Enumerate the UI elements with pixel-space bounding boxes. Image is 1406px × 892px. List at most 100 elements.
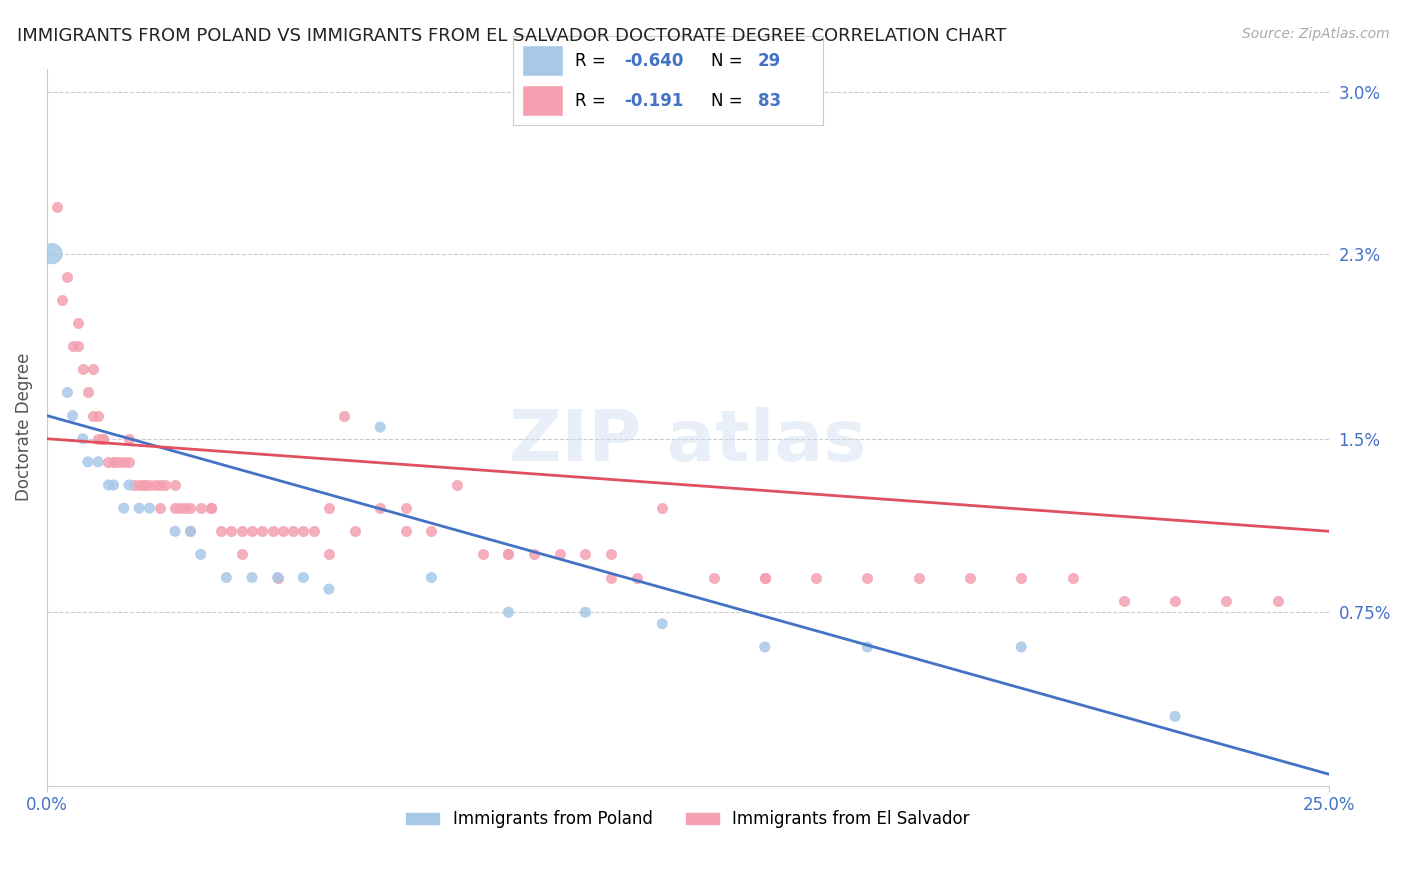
Text: R =: R = <box>575 52 612 70</box>
Point <box>179 501 201 516</box>
Point <box>368 420 391 434</box>
Point <box>103 455 125 469</box>
Point <box>128 478 150 492</box>
Point <box>46 200 69 214</box>
Point <box>200 501 222 516</box>
Point <box>959 570 981 584</box>
Point <box>395 501 418 516</box>
Point <box>1062 570 1084 584</box>
Point <box>138 478 160 492</box>
Point <box>266 570 288 584</box>
Point <box>498 605 520 619</box>
Point <box>446 478 468 492</box>
Point <box>118 478 141 492</box>
Point <box>651 616 673 631</box>
Text: R =: R = <box>575 92 616 110</box>
Point <box>498 548 520 562</box>
Text: Source: ZipAtlas.com: Source: ZipAtlas.com <box>1241 27 1389 41</box>
Point <box>82 362 104 376</box>
Point <box>134 478 156 492</box>
Point <box>702 570 724 584</box>
FancyBboxPatch shape <box>523 85 562 116</box>
Point <box>471 548 494 562</box>
Point <box>143 478 166 492</box>
Point <box>804 570 827 584</box>
Point <box>343 524 366 539</box>
Point <box>165 478 187 492</box>
Point <box>231 548 253 562</box>
Legend: Immigrants from Poland, Immigrants from El Salvador: Immigrants from Poland, Immigrants from … <box>399 804 977 835</box>
Point <box>118 455 141 469</box>
Text: N =: N = <box>711 92 748 110</box>
Point <box>368 501 391 516</box>
Text: ZIP atlas: ZIP atlas <box>509 407 866 476</box>
Point <box>66 316 89 330</box>
Point <box>91 432 114 446</box>
Point <box>754 640 776 654</box>
Point <box>574 605 596 619</box>
Point <box>271 524 294 539</box>
Point <box>281 524 304 539</box>
Point <box>112 501 135 516</box>
Text: N =: N = <box>711 52 748 70</box>
Point <box>51 293 73 307</box>
Point <box>72 432 94 446</box>
Point <box>1215 593 1237 607</box>
Point <box>77 385 100 400</box>
Point <box>318 501 340 516</box>
Point <box>190 548 212 562</box>
Point <box>1267 593 1289 607</box>
Point <box>122 478 145 492</box>
Point <box>56 385 79 400</box>
Point <box>190 501 212 516</box>
Point <box>41 246 63 260</box>
Point <box>165 524 187 539</box>
Text: 83: 83 <box>758 92 780 110</box>
Point <box>318 582 340 596</box>
Text: -0.640: -0.640 <box>624 52 683 70</box>
Point <box>56 269 79 284</box>
Point <box>1112 593 1135 607</box>
Point <box>87 432 110 446</box>
Y-axis label: Doctorate Degree: Doctorate Degree <box>15 353 32 501</box>
Point <box>1164 593 1187 607</box>
Point <box>66 339 89 353</box>
Point <box>574 548 596 562</box>
Point <box>82 409 104 423</box>
Point <box>179 524 201 539</box>
Point <box>651 501 673 516</box>
Point <box>169 501 191 516</box>
Point <box>174 501 197 516</box>
Point <box>252 524 274 539</box>
Point <box>262 524 284 539</box>
Point <box>97 455 120 469</box>
Point <box>302 524 325 539</box>
Point <box>72 362 94 376</box>
Point <box>523 548 546 562</box>
Point <box>87 409 110 423</box>
Text: -0.191: -0.191 <box>624 92 683 110</box>
Point <box>87 455 110 469</box>
Point <box>221 524 243 539</box>
Point <box>240 570 263 584</box>
Point <box>600 548 623 562</box>
Point <box>548 548 571 562</box>
Point <box>420 570 443 584</box>
Point <box>600 570 623 584</box>
Point <box>149 501 172 516</box>
Point <box>91 432 114 446</box>
Text: 29: 29 <box>758 52 780 70</box>
Point <box>856 570 879 584</box>
Point <box>62 339 84 353</box>
Point <box>138 501 160 516</box>
Point <box>318 548 340 562</box>
Point <box>118 432 141 446</box>
FancyBboxPatch shape <box>523 45 562 76</box>
Point <box>395 524 418 539</box>
Point <box>209 524 232 539</box>
Point <box>754 570 776 584</box>
Point <box>1164 709 1187 723</box>
Point <box>165 501 187 516</box>
Point <box>149 478 172 492</box>
Point <box>134 478 156 492</box>
